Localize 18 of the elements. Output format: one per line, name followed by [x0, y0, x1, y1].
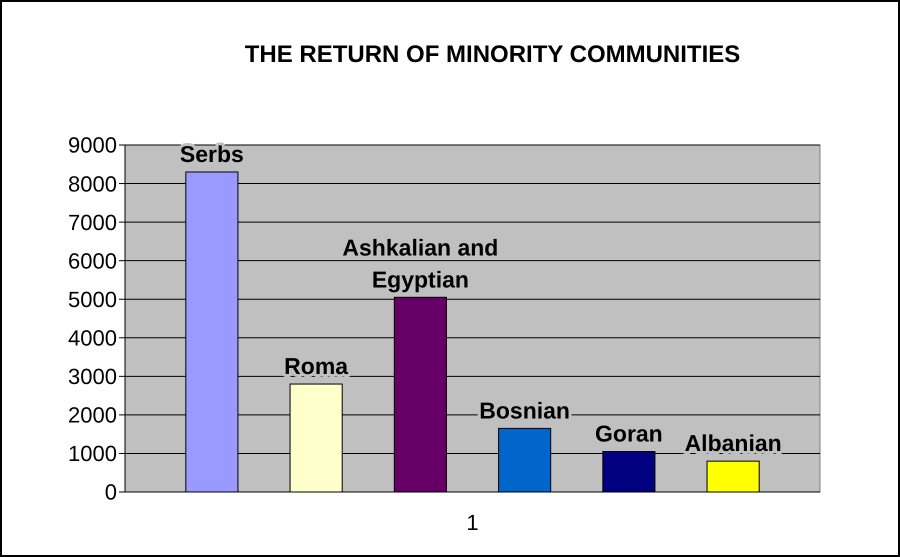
x-tick-label: 1 [466, 510, 479, 535]
series-label: Ashkalian and Egyptian [342, 234, 498, 292]
y-tick-label: 3000 [68, 364, 117, 390]
series-label: Roma [284, 353, 348, 380]
y-tick-label: 8000 [68, 171, 117, 196]
y-tick-label: 4000 [68, 325, 117, 350]
series-label: Goran [595, 420, 663, 447]
y-tick-label: 5000 [68, 286, 117, 312]
series-label: Albanian [684, 430, 782, 456]
bar [706, 460, 760, 492]
y-tick-label: 7000 [68, 210, 117, 235]
y-tick-label: 1000 [68, 441, 117, 466]
series-label: Serbs [180, 140, 244, 167]
y-tick-label: 6000 [68, 248, 117, 274]
y-tick-label: 9000 [68, 132, 117, 158]
y-tick-label: 0 [104, 480, 117, 505]
chart-title: THE RETURN OF MINORITY COMMUNITIES [244, 41, 740, 68]
y-tick-label: 2000 [68, 402, 117, 428]
